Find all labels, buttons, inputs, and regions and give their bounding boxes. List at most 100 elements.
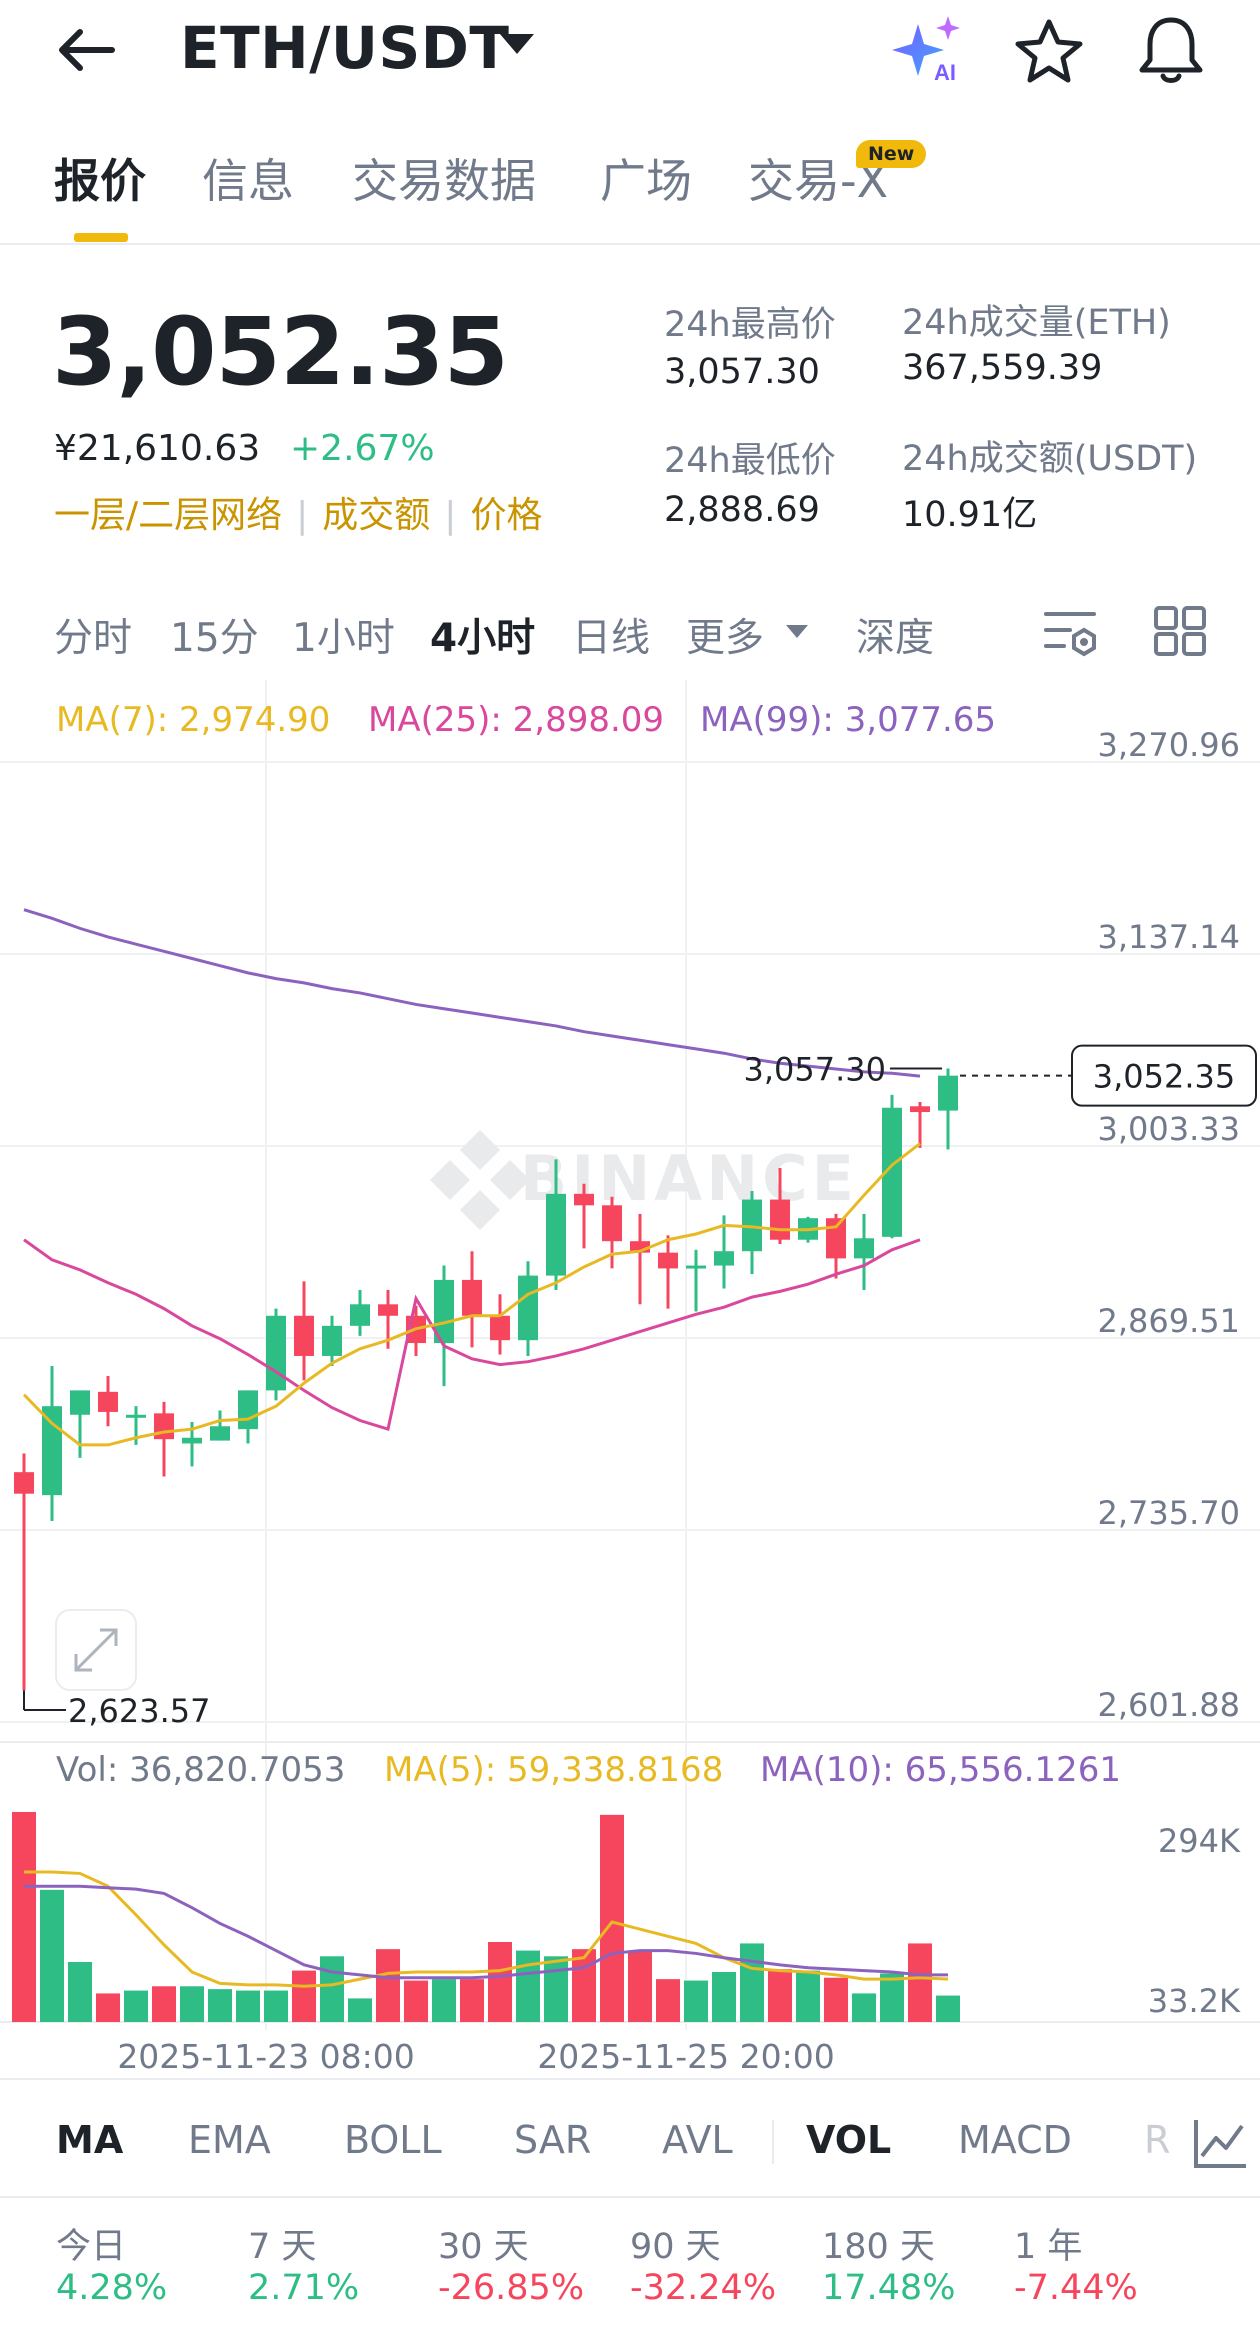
interval-4h[interactable]: 4小时: [430, 616, 536, 661]
volume-bar: [936, 1995, 960, 2022]
indicator-rsi[interactable]: R: [1144, 2118, 1171, 2162]
pair-title[interactable]: ETH/USDT: [180, 14, 510, 82]
indicator-vol[interactable]: VOL: [806, 2118, 892, 2162]
vol-legend: Vol: 36,820.7053: [56, 1750, 346, 1790]
back-arrow-icon[interactable]: [50, 20, 130, 80]
perf-value-1y: -7.44%: [1014, 2268, 1138, 2308]
tag-turnover[interactable]: 成交额: [322, 495, 431, 536]
volume-bar: [460, 1979, 484, 2022]
ma7-legend: MA(7): 2,974.90: [56, 700, 331, 740]
divider: [0, 2196, 1260, 2198]
tab-square[interactable]: 广场: [600, 154, 692, 208]
volume-axis-tick: 33.2K: [1148, 1982, 1241, 2020]
ma99-line: [23, 908, 921, 1078]
indicator-ema[interactable]: EMA: [188, 2118, 271, 2162]
volume-bar: [544, 1956, 568, 2022]
tag-layer-network[interactable]: 一层/二层网络: [54, 495, 283, 536]
candle-body: [434, 1279, 454, 1344]
candle-body: [770, 1199, 790, 1240]
candle-body: [126, 1414, 146, 1418]
price-axis-tick: 2,735.70: [1098, 1494, 1241, 1532]
tab-active-indicator: [74, 233, 128, 242]
interval-15m[interactable]: 15分: [170, 616, 259, 661]
candlestick-chart[interactable]: 3,270.96 3,137.14 3,003.33 2,869.51 2,735.70…: [0, 680, 1260, 2090]
perf-label-180d: 180 天: [822, 2227, 935, 2267]
volume-bar: [348, 1998, 372, 2022]
vol-eth-value: 367,559.39: [902, 348, 1103, 388]
candle-body: [98, 1391, 118, 1412]
binance-logo-icon: [430, 1130, 530, 1230]
cny-price: ¥21,610.63: [54, 428, 261, 469]
more-caret-icon[interactable]: [786, 625, 808, 638]
volume-bar: [628, 1950, 652, 2022]
bell-icon[interactable]: [1134, 14, 1208, 86]
perf-label-1y: 1 年: [1014, 2227, 1083, 2267]
volume-bar: [768, 1969, 792, 2022]
chevron-down-icon[interactable]: [500, 34, 534, 54]
volume-bar: [852, 1993, 876, 2022]
volume-bar: [404, 1980, 428, 2022]
candle-body: [490, 1315, 510, 1341]
candle-body: [462, 1279, 482, 1316]
candle-body: [210, 1426, 230, 1441]
tab-trading-data[interactable]: 交易数据: [352, 154, 536, 208]
vol-ma5-line: [24, 1870, 949, 1988]
high-label: 24h最高价: [664, 305, 836, 345]
vol-ma10-line: [24, 1884, 948, 1980]
perf-label-7d: 7 天: [248, 2227, 317, 2267]
tab-depth[interactable]: 深度: [856, 616, 935, 661]
ma25-legend: MA(25): 2,898.09: [368, 700, 665, 740]
price-axis-tick: 3,137.14: [1098, 918, 1241, 956]
candle-body: [546, 1193, 566, 1276]
interval-more[interactable]: 更多: [686, 616, 765, 661]
indicator-sar[interactable]: SAR: [514, 2118, 592, 2162]
candle-body: [238, 1390, 258, 1430]
candle-body: [182, 1437, 202, 1444]
volume-bar: [68, 1962, 92, 2022]
chart-settings-icon[interactable]: [1040, 604, 1100, 658]
star-icon[interactable]: [1012, 16, 1086, 86]
perf-label-90d: 90 天: [630, 2227, 721, 2267]
vol-eth-label: 24h成交量(ETH): [902, 303, 1171, 343]
volume-bar: [180, 1986, 204, 2022]
candle-body: [70, 1390, 90, 1415]
layout-grid-icon[interactable]: [1152, 604, 1208, 658]
tab-quote[interactable]: 报价: [54, 154, 146, 208]
indicator-macd[interactable]: MACD: [958, 2118, 1072, 2162]
volume-bar: [292, 1970, 316, 2022]
ai-sparkle-icon[interactable]: AI: [890, 12, 970, 85]
candle-body: [714, 1251, 734, 1266]
candle-body: [42, 1406, 62, 1496]
volume-bar: [908, 1943, 932, 2022]
indicator-boll[interactable]: BOLL: [344, 2118, 442, 2162]
indicator-avl[interactable]: AVL: [662, 2118, 733, 2162]
volume-bar: [516, 1950, 540, 2022]
ma7-line: [22, 1142, 921, 1447]
time-axis-label: 2025-11-25 20:00: [537, 2037, 834, 2076]
low-marker-label: 2,623.57: [68, 1692, 211, 1730]
interval-timeline[interactable]: 分时: [54, 616, 133, 661]
watermark-text: BINANCE: [520, 1142, 858, 1215]
interval-1d[interactable]: 日线: [572, 616, 651, 661]
volume-bar: [12, 1812, 36, 2022]
perf-value-7d: 2.71%: [248, 2268, 360, 2308]
price-axis-tick: 2,869.51: [1098, 1302, 1241, 1340]
tag-price[interactable]: 价格: [470, 495, 543, 536]
low-value: 2,888.69: [664, 490, 820, 530]
divider: [772, 2120, 774, 2164]
indicator-ma[interactable]: MA: [56, 2118, 124, 2162]
candle-body: [938, 1075, 958, 1111]
candle-body: [910, 1106, 930, 1113]
volume-bar: [96, 1993, 120, 2022]
divider: [0, 243, 1260, 245]
last-price-tag-text: 3,052.35: [1093, 1058, 1236, 1096]
tab-info[interactable]: 信息: [202, 154, 294, 208]
indicator-settings-icon[interactable]: [1176, 2110, 1256, 2180]
volume-bar: [152, 1986, 176, 2022]
candle-body: [658, 1252, 678, 1269]
perf-label-30d: 30 天: [438, 2227, 529, 2267]
high-value: 3,057.30: [664, 352, 820, 392]
volume-bar: [880, 1973, 904, 2022]
interval-1h[interactable]: 1小时: [292, 616, 395, 661]
candle-body: [882, 1107, 902, 1237]
